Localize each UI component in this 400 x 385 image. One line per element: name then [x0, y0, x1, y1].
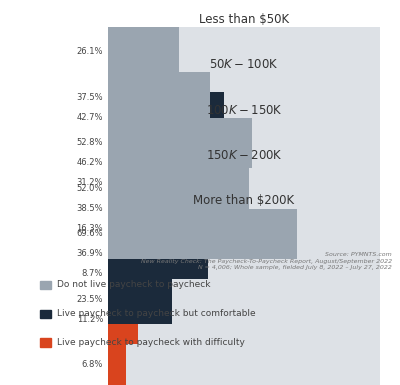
- Text: Do not live paycheck to paycheck: Do not live paycheck to paycheck: [57, 280, 211, 290]
- Text: 11.2%: 11.2%: [77, 315, 103, 324]
- Text: 8.7%: 8.7%: [82, 269, 103, 278]
- Text: 31.2%: 31.2%: [77, 178, 103, 187]
- Text: 38.5%: 38.5%: [76, 204, 103, 213]
- Bar: [108, 92, 380, 142]
- Text: 36.9%: 36.9%: [76, 249, 103, 258]
- Text: 23.5%: 23.5%: [77, 295, 103, 304]
- Bar: [108, 340, 380, 385]
- Text: Live paycheck to paycheck with difficulty: Live paycheck to paycheck with difficult…: [57, 338, 245, 347]
- Bar: [108, 249, 132, 299]
- Bar: [108, 274, 380, 324]
- Bar: [108, 249, 380, 299]
- Bar: [108, 92, 224, 142]
- Bar: [108, 209, 380, 259]
- Text: 69.6%: 69.6%: [76, 229, 103, 238]
- Bar: [108, 118, 380, 168]
- Bar: [108, 163, 250, 213]
- Bar: [40, 338, 51, 347]
- Text: Less than $50K: Less than $50K: [199, 13, 289, 26]
- Bar: [108, 138, 234, 188]
- Bar: [108, 158, 380, 208]
- Bar: [108, 183, 213, 233]
- Bar: [40, 310, 51, 318]
- Bar: [108, 118, 252, 168]
- Text: 37.5%: 37.5%: [76, 93, 103, 102]
- Bar: [108, 209, 297, 259]
- Text: 16.3%: 16.3%: [76, 224, 103, 233]
- Text: $100K-$150K: $100K-$150K: [206, 104, 282, 117]
- Text: 46.2%: 46.2%: [77, 158, 103, 167]
- Text: 6.8%: 6.8%: [82, 360, 103, 369]
- Text: 52.0%: 52.0%: [77, 184, 103, 193]
- Bar: [108, 183, 380, 233]
- Bar: [108, 27, 380, 77]
- Text: Live paycheck to paycheck but comfortable: Live paycheck to paycheck but comfortabl…: [57, 309, 256, 318]
- Bar: [108, 138, 380, 188]
- Bar: [108, 294, 138, 344]
- Text: 42.7%: 42.7%: [77, 113, 103, 122]
- Bar: [108, 294, 380, 344]
- Bar: [108, 158, 193, 208]
- Bar: [108, 229, 380, 279]
- Bar: [108, 229, 208, 279]
- Bar: [108, 340, 126, 385]
- Bar: [108, 27, 179, 77]
- Bar: [108, 72, 210, 122]
- Text: Source: PYMNTS.com
New Reality Check: The Paycheck-To-Paycheck Report, August/Se: Source: PYMNTS.com New Reality Check: Th…: [141, 252, 392, 270]
- Bar: [108, 72, 380, 122]
- Bar: [40, 281, 51, 289]
- Bar: [108, 274, 172, 324]
- Bar: [108, 203, 380, 253]
- Bar: [108, 203, 152, 253]
- Text: $150K-$200K: $150K-$200K: [206, 149, 282, 162]
- Text: More than $200K: More than $200K: [194, 194, 294, 208]
- Bar: [108, 163, 380, 213]
- Text: $50K-$100K: $50K-$100K: [209, 58, 279, 71]
- Text: 26.1%: 26.1%: [77, 47, 103, 57]
- Text: 52.8%: 52.8%: [77, 138, 103, 147]
